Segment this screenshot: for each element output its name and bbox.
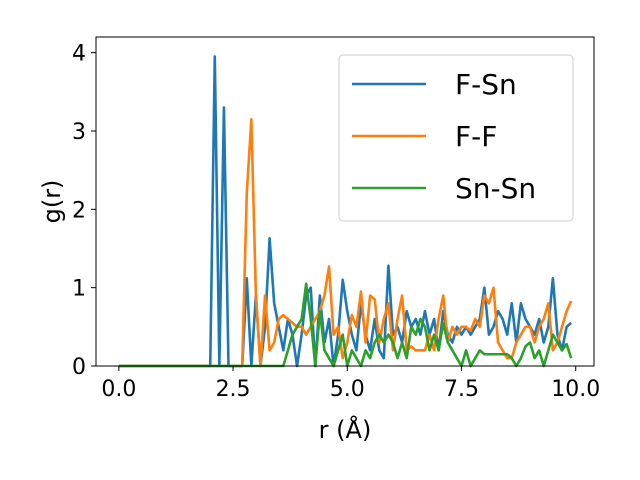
x-tick-label: 10.0	[551, 377, 600, 402]
x-tick-label: 7.5	[444, 377, 479, 402]
series-line-2	[118, 282, 573, 368]
series-layer	[118, 55, 573, 368]
legend-label-1: F-F	[455, 120, 497, 153]
legend-label-2: Sn-Sn	[455, 172, 536, 205]
y-tick-label: 1	[72, 277, 86, 302]
y-tick-label: 0	[72, 355, 86, 380]
x-tick-label: 2.5	[216, 377, 251, 402]
y-axis-title: g(r)	[38, 180, 66, 224]
y-tick-label: 3	[72, 120, 86, 145]
plot-frame	[95, 36, 595, 367]
x-tick-label: 0.0	[101, 377, 136, 402]
legend: F-Sn F-F Sn-Sn	[338, 54, 574, 222]
y-tick-label: 2	[72, 198, 86, 223]
series-line-0	[118, 55, 573, 368]
y-tick-label: 4	[72, 42, 86, 67]
x-axis-ticks: 0.0 2.5 5.0 7.5 10.0	[101, 366, 600, 402]
x-axis-title: r (Å)	[319, 415, 372, 444]
y-axis-ticks: 0 1 2 3 4	[72, 42, 96, 380]
legend-label-0: F-Sn	[455, 68, 517, 101]
x-tick-label: 5.0	[330, 377, 365, 402]
series-line-1	[118, 117, 573, 368]
legend-box	[338, 54, 574, 222]
